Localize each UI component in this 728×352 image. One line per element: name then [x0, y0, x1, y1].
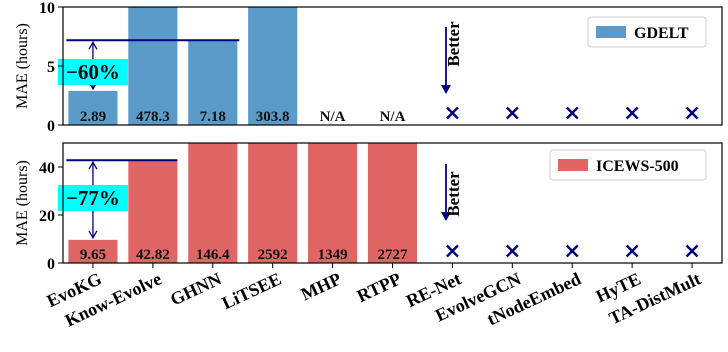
data-label: 42.82	[136, 247, 170, 263]
legend-box	[549, 149, 707, 181]
data-label: N/A	[380, 109, 406, 125]
legend-label: GDELT	[634, 25, 689, 42]
cross-marker	[565, 106, 579, 120]
bar-evokg	[68, 90, 118, 125]
cross-marker	[685, 244, 699, 258]
x-tick-label: MHP	[298, 268, 345, 304]
arrow-head	[88, 160, 98, 170]
bar-ghnn	[188, 143, 238, 263]
reduction-label: −77%	[66, 186, 120, 210]
better-label: Better	[444, 171, 463, 217]
bar-know-evolve	[128, 160, 178, 263]
data-label: 146.4	[196, 247, 230, 263]
bar-litsee	[248, 143, 298, 263]
arrow-head	[88, 230, 98, 240]
cross-marker	[505, 244, 519, 258]
bar-ghnn	[188, 40, 238, 125]
bar-litsee	[248, 7, 298, 125]
bar-evokg	[68, 239, 118, 263]
data-label: 9.65	[80, 247, 106, 263]
legend-swatch	[596, 26, 626, 38]
x-tick-label: LiTSEE	[219, 268, 285, 313]
arrow-head	[88, 40, 98, 50]
legend: GDELT	[587, 16, 707, 48]
data-label: 478.3	[136, 109, 170, 125]
data-label: N/A	[320, 109, 346, 125]
y-tick-label: 40	[39, 160, 55, 177]
cross-marker	[565, 244, 579, 258]
x-tick-label: RTPP	[354, 268, 404, 306]
legend: ICEWS-500	[549, 149, 707, 181]
legend-swatch	[558, 159, 588, 171]
data-label: 2727	[378, 247, 409, 263]
reduction-badge	[57, 59, 128, 85]
data-label: 2.89	[80, 109, 106, 125]
cross-marker	[446, 244, 459, 258]
legend-box	[587, 16, 707, 48]
legend-label: ICEWS-500	[596, 158, 679, 175]
y-axis-label: MAE (hours)	[14, 23, 31, 109]
bar-mhp	[308, 143, 358, 263]
data-label: 2592	[258, 247, 288, 263]
y-tick-label: 0	[47, 118, 55, 135]
data-label: 303.8	[256, 109, 290, 125]
y-axis-label: MAE (hours)	[14, 160, 31, 246]
panel-gdelt: 2.89 478.3 7.18 303.8 N/A N/A −60% Better GDELT 0…	[14, 0, 723, 135]
cross-marker	[685, 106, 699, 120]
y-tick-label: 0	[47, 256, 55, 273]
x-tick-label: GHNN	[167, 268, 224, 309]
cross-marker	[446, 106, 459, 120]
cross-marker	[625, 244, 639, 258]
y-tick-label: 10	[39, 0, 55, 17]
panel-icews-500: 9.65 42.82 146.4 2592 1349 2727 −77% Better ICEW…	[14, 142, 723, 331]
better-label: Better	[444, 21, 463, 67]
reduction-badge	[57, 185, 128, 211]
y-tick-label: 5	[47, 59, 55, 76]
data-label: 1349	[318, 247, 348, 263]
cross-marker	[625, 106, 639, 120]
arrow-head	[441, 212, 451, 221]
cross-marker	[505, 106, 519, 120]
y-tick-label: 20	[39, 208, 55, 225]
arrow-head	[441, 85, 451, 94]
bar-rtpp	[367, 143, 418, 263]
bar-know-evolve	[128, 7, 178, 125]
data-label: 7.18	[200, 109, 226, 125]
reduction-label: −60%	[66, 60, 120, 84]
